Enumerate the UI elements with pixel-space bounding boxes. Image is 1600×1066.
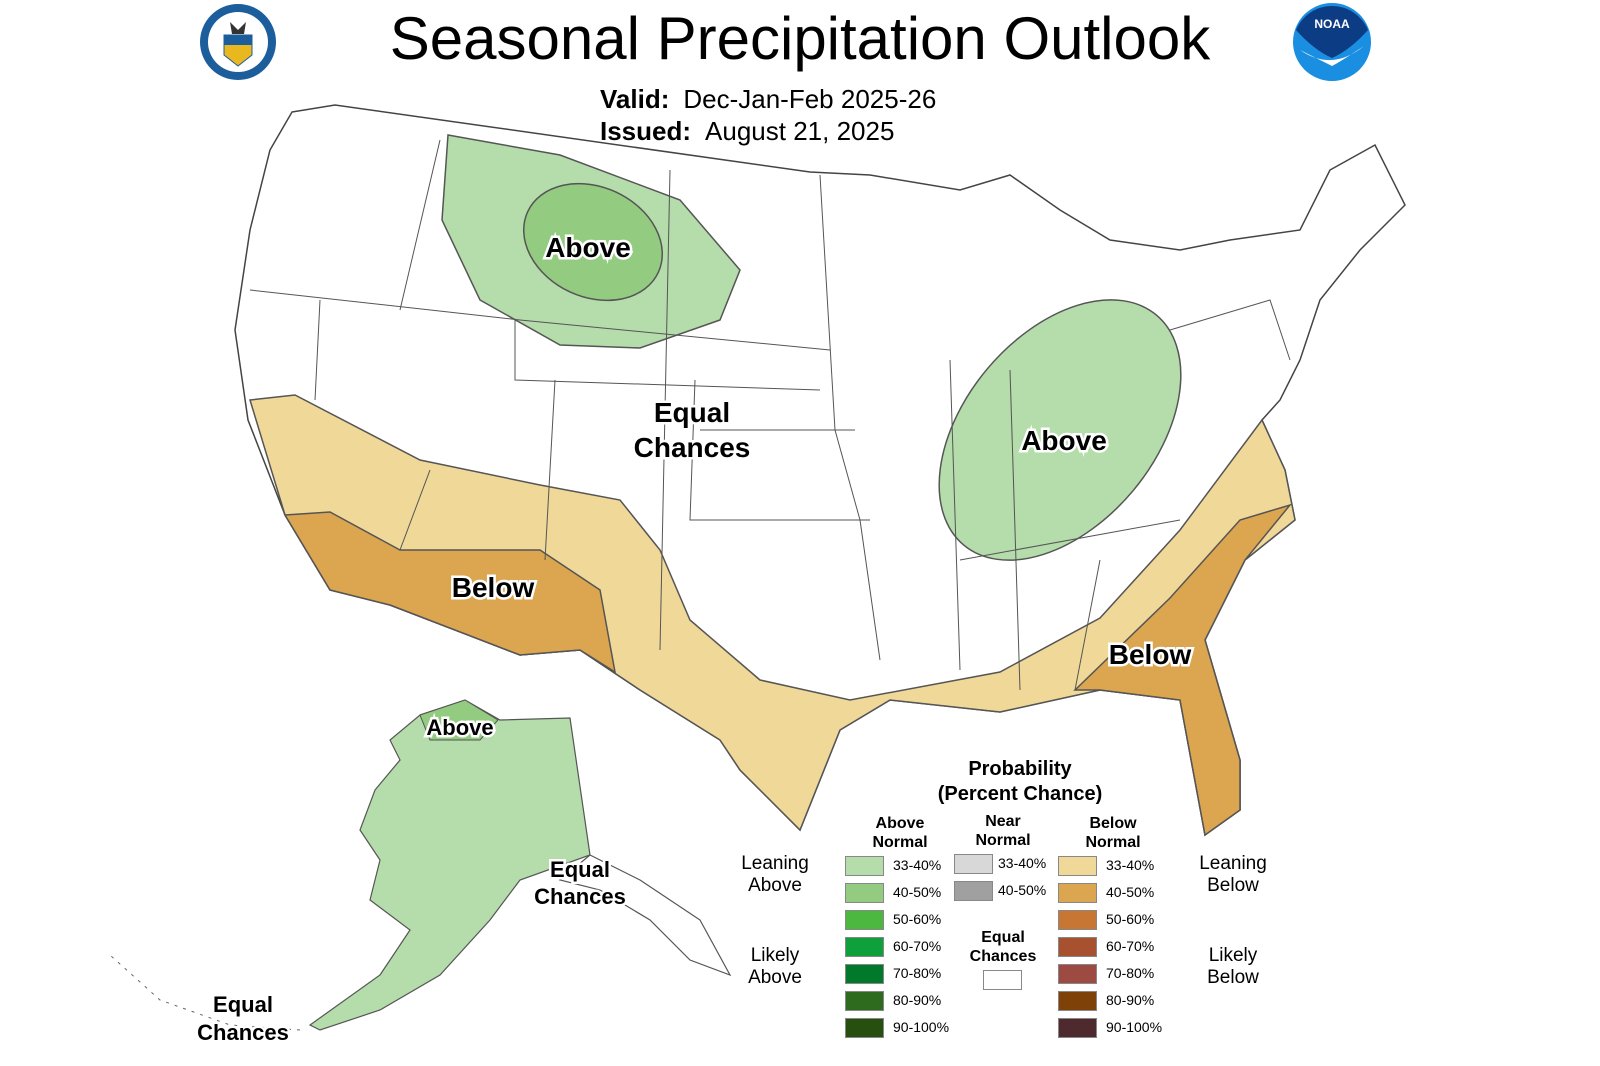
map-label-ohio-above: Above: [1021, 425, 1107, 456]
valid-value: Dec-Jan-Feb 2025-26: [683, 84, 937, 114]
below-40-50-southeast-region: [1073, 503, 1293, 837]
map-label-sw-below: Below: [452, 572, 535, 603]
legend-swatch-equal: [983, 970, 1022, 990]
state-boundaries: [249, 139, 1291, 691]
legend-swatch-below-2: [1058, 910, 1097, 930]
legend-swatch-near-1: [954, 881, 993, 901]
legend-swatch-above-6: [845, 1018, 884, 1038]
legend-likely-above: Likely Above: [748, 945, 802, 988]
legend-leaning-above: Leaning Above: [741, 853, 809, 896]
noaa-logo: NOAA: [1293, 3, 1371, 81]
map-label-ak-sw-equal: Equal: [213, 992, 273, 1017]
alaska-above-40-50-region: [419, 699, 499, 741]
legend-swatch-above-0: [845, 856, 884, 876]
legend-title-line-2: (Percent Chance): [937, 783, 1103, 805]
legend-range-below-3: 60-70%: [1106, 938, 1155, 954]
legend-range-below-0: 33-40%: [1106, 857, 1155, 873]
legend-range-near-1: 40-50%: [998, 882, 1047, 898]
legend-swatch-below-1: [1058, 883, 1097, 903]
legend-range-below-2: 50-60%: [1106, 911, 1155, 927]
legend-swatch-above-2: [845, 910, 884, 930]
alaska-outline: [308, 699, 591, 1031]
map-label-ak-above: Above: [426, 715, 493, 740]
legend-range-above-4: 70-80%: [893, 965, 942, 981]
map-label-ak-equal: Equal: [550, 857, 610, 882]
legend-swatch-below-5: [1058, 991, 1097, 1011]
legend-range-below-5: 80-90%: [1106, 992, 1155, 1008]
issued-line: Issued: August 21, 2025: [600, 116, 894, 147]
noaa-logo-text: NOAA: [1314, 17, 1350, 31]
legend-range-above-3: 60-70%: [893, 938, 942, 954]
map-label-se-below: Below: [1109, 639, 1192, 670]
map-label-nw-above: Above: [545, 232, 631, 263]
legend-range-above-2: 50-60%: [893, 911, 942, 927]
legend-range-above-6: 90-100%: [893, 1019, 950, 1035]
below-40-50-southwest-region: [283, 511, 617, 674]
legend-below-header: Below Normal: [1085, 815, 1141, 851]
legend-range-below-6: 90-100%: [1106, 1019, 1163, 1035]
legend-leaning-below: Leaning Below: [1199, 853, 1267, 896]
legend-range-above-1: 40-50%: [893, 884, 942, 900]
legend-swatch-above-3: [845, 937, 884, 957]
legend-range-below-4: 70-80%: [1106, 965, 1155, 981]
legend-range-near-0: 33-40%: [998, 855, 1047, 871]
legend-swatch-below-0: [1058, 856, 1097, 876]
map-label-ak-chances: Chances: [534, 884, 626, 909]
commerce-seal-logo: [200, 4, 276, 80]
valid-line: Valid: Dec-Jan-Feb 2025-26: [600, 84, 936, 115]
legend-range-above-0: 33-40%: [893, 857, 942, 873]
legend-title-line-1: Probability: [968, 758, 1072, 780]
issued-value: August 21, 2025: [705, 116, 895, 146]
above-33-40-ohio-valley-region: [938, 299, 1182, 561]
legend-swatch-below-3: [1058, 937, 1097, 957]
legend-range-above-5: 80-90%: [893, 992, 942, 1008]
map-label-central-chances: Chances: [634, 432, 751, 463]
legend-above-header: Above Normal: [872, 815, 928, 851]
legend-swatch-below-4: [1058, 964, 1097, 984]
map-label-ak-sw-chances: Chances: [197, 1020, 289, 1045]
legend-equal-chances: Equal Chances: [969, 929, 1037, 965]
alaska-panhandle: [558, 854, 732, 977]
legend-title: Probability (Percent Chance): [920, 757, 1120, 807]
legend-swatch-below-6: [1058, 1018, 1097, 1038]
legend-near-header: Near Normal: [975, 813, 1031, 849]
valid-label: Valid:: [600, 84, 670, 114]
page-title: Seasonal Precipitation Outlook: [389, 5, 1211, 72]
legend-range-below-1: 40-50%: [1106, 884, 1155, 900]
above-40-50-montana-region: [522, 182, 664, 302]
legend-likely-below: Likely Below: [1207, 945, 1259, 988]
legend-swatch-near-0: [954, 854, 993, 874]
issued-label: Issued:: [600, 116, 692, 146]
legend-swatch-above-1: [845, 883, 884, 903]
legend-swatch-above-4: [845, 964, 884, 984]
map-label-central-equal: Equal: [654, 397, 730, 428]
legend-swatch-above-5: [845, 991, 884, 1011]
